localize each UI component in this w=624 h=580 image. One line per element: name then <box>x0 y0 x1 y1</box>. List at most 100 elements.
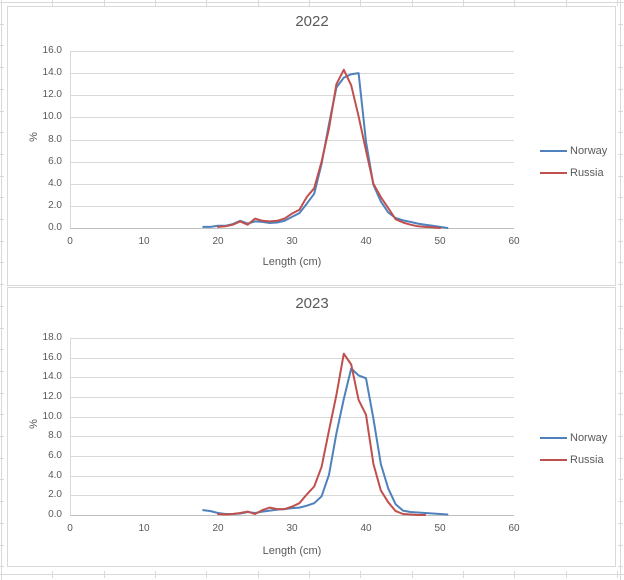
y-tick-label: 16.0 <box>42 352 62 363</box>
sheet-gridline-tick <box>206 571 207 578</box>
y-tick-label: 14.0 <box>42 67 62 78</box>
x-tick-label: 20 <box>212 523 224 534</box>
y-tick-label: 8.0 <box>48 134 62 145</box>
sheet-gridline-tick <box>618 479 623 480</box>
legend-label-norway: Norway <box>570 145 608 157</box>
sheet-gridline-tick <box>104 571 105 578</box>
y-tick-label: 0.0 <box>48 509 62 520</box>
y-tick-label: 4.0 <box>48 470 62 481</box>
y-tick-label: 6.0 <box>48 450 62 461</box>
sheet-gridline-tick <box>0 306 4 307</box>
y-tick-label: 0.0 <box>48 222 62 233</box>
sheet-gridline-tick <box>258 571 259 578</box>
sheet-gridline-tick <box>514 571 515 578</box>
sheet-gridline-tick <box>566 0 567 6</box>
y-tick-label: 2.0 <box>48 200 62 211</box>
sheet-gridline-tick <box>618 545 623 546</box>
legend-sample-norway <box>540 437 567 439</box>
x-axis-title-2023: Length (cm) <box>262 545 322 557</box>
y-tick-label: 4.0 <box>48 178 62 189</box>
sheet-gridline-tick <box>0 349 4 350</box>
y-tick-label: 10.0 <box>42 111 62 122</box>
y-tick-label: 16.0 <box>42 45 62 56</box>
sheet-gridline-tick <box>412 0 413 6</box>
sheet-gridline-tick <box>618 501 623 502</box>
x-tick-label: 10 <box>138 236 150 247</box>
sheet-gridline-tick <box>0 219 4 220</box>
sheet-gridline-tick <box>0 176 4 177</box>
sheet-gridline-tick <box>0 111 4 112</box>
sheet-gridline-tick <box>618 328 623 329</box>
sheet-gridline-tick <box>0 328 4 329</box>
legend-label-russia: Russia <box>570 167 604 179</box>
sheet-gridline-tick <box>155 0 156 6</box>
sheet-gridline-tick <box>618 414 623 415</box>
sheet-gridline-tick <box>618 371 623 372</box>
x-tick-label: 40 <box>360 523 372 534</box>
sheet-gridline-tick <box>618 111 623 112</box>
chart-title-2022: 2022 <box>295 13 329 30</box>
sheet-gridline-tick <box>618 176 623 177</box>
sheet-gridline-tick <box>618 89 623 90</box>
y-tick-label: 2.0 <box>48 489 62 500</box>
y-tick-label: 14.0 <box>42 371 62 382</box>
sheet-gridline-tick <box>618 566 623 567</box>
sheet-gridline-tick <box>618 262 623 263</box>
sheet-gridline-tick <box>0 414 4 415</box>
sheet-gridline-tick <box>155 571 156 578</box>
sheet-gridline-tick <box>0 458 4 459</box>
x-tick-label: 0 <box>67 523 73 534</box>
sheet-gridline-tick <box>52 0 53 6</box>
y-tick-label: 10.0 <box>42 411 62 422</box>
sheet-gridline-tick <box>463 571 464 578</box>
sheet-gridline-tick <box>618 197 623 198</box>
legend-label-russia: Russia <box>570 454 604 466</box>
y-tick-label: 6.0 <box>48 156 62 167</box>
sheet-gridline-tick <box>0 436 4 437</box>
sheet-gridline-tick <box>618 67 623 68</box>
sheet-gridline-tick <box>618 284 623 285</box>
sheet-gridline-tick <box>618 24 623 25</box>
sheet-gridline-tick <box>618 154 623 155</box>
legend-sample-russia <box>540 459 567 461</box>
x-tick-label: 50 <box>434 523 446 534</box>
sheet-gridline-tick <box>0 132 4 133</box>
sheet-gridline-tick <box>412 571 413 578</box>
sheet-column-boundary-right <box>620 0 621 580</box>
legend-label-norway: Norway <box>570 432 608 444</box>
sheet-gridline-tick <box>0 154 4 155</box>
sheet-gridline-tick <box>618 436 623 437</box>
x-tick-label: 30 <box>286 523 298 534</box>
sheet-gridline-tick <box>0 523 4 524</box>
sheet-gridline-tick <box>104 0 105 6</box>
sheet-gridline-tick <box>360 0 361 6</box>
sheet-gridline-tick <box>0 262 4 263</box>
sheet-gridline-tick <box>360 571 361 578</box>
sheet-gridline-tick <box>618 349 623 350</box>
sheet-gridline-tick <box>618 45 623 46</box>
x-tick-label: 0 <box>67 236 73 247</box>
chart-title-2023: 2023 <box>295 295 329 312</box>
sheet-gridline-tick <box>0 2 4 3</box>
sheet-gridline-tick <box>0 197 4 198</box>
x-tick-label: 50 <box>434 236 446 247</box>
sheet-gridline-tick <box>566 571 567 578</box>
sheet-gridline-tick <box>618 219 623 220</box>
sheet-gridline-tick <box>617 0 618 6</box>
x-tick-label: 10 <box>138 523 150 534</box>
sheet-gridline-tick <box>618 393 623 394</box>
sheet-gridline-tick <box>258 0 259 6</box>
sheet-gridline-tick <box>0 89 4 90</box>
sheet-gridline-tick <box>1 571 2 578</box>
sheet-gridline-tick <box>309 0 310 6</box>
sheet-gridline-tick <box>0 479 4 480</box>
y-tick-label: 12.0 <box>42 391 62 402</box>
x-tick-label: 40 <box>360 236 372 247</box>
sheet-gridline-tick <box>0 24 4 25</box>
sheet-gridline-tick <box>618 523 623 524</box>
sheet-gridline-tick <box>0 284 4 285</box>
x-axis-title-2022: Length (cm) <box>262 256 322 268</box>
legend-sample-russia <box>540 172 567 174</box>
x-tick-label: 60 <box>508 236 520 247</box>
